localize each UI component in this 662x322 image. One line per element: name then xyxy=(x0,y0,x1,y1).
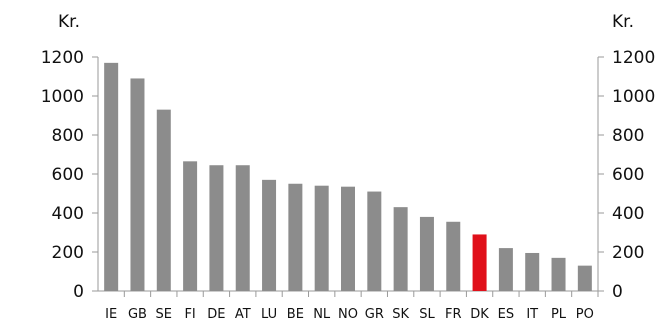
bar-no xyxy=(341,186,355,291)
category-label-nl: NL xyxy=(313,307,331,322)
category-label-sk: SK xyxy=(392,307,409,322)
right-axis-ticks: 0 200 400 600 800 1000 1200 xyxy=(598,48,655,302)
right-tick-label: 400 xyxy=(612,204,644,224)
bar-fr xyxy=(446,221,461,291)
bar-pl xyxy=(551,257,566,291)
category-label-se: SE xyxy=(156,307,172,322)
right-tick-label: 1000 xyxy=(612,87,655,107)
category-label-fi: FI xyxy=(184,307,195,322)
category-label-de: DE xyxy=(207,307,225,322)
left-tick-label: 1200 xyxy=(41,48,84,68)
category-label-po: PO xyxy=(576,307,594,322)
category-label-it: IT xyxy=(526,307,538,322)
bars-group xyxy=(104,62,592,292)
left-tick-label: 200 xyxy=(52,243,84,263)
category-label-no: NO xyxy=(338,307,358,322)
bar-gr xyxy=(367,191,382,291)
left-axis-unit: Kr. xyxy=(58,12,80,32)
category-label-gb: GB xyxy=(128,307,147,322)
category-label-fr: FR xyxy=(445,307,462,322)
bar-sl xyxy=(419,216,434,291)
bar-at xyxy=(235,165,250,291)
category-label-sl: SL xyxy=(419,307,435,322)
right-tick-label: 800 xyxy=(612,126,644,146)
category-label-pl: PL xyxy=(551,307,567,322)
bar-es xyxy=(498,248,513,291)
category-label-at: AT xyxy=(235,307,251,322)
bar-po xyxy=(577,265,592,291)
right-tick-label: 0 xyxy=(612,282,623,302)
left-tick-label: 400 xyxy=(52,204,84,224)
category-label-es: ES xyxy=(498,307,514,322)
right-tick-label: 600 xyxy=(612,165,644,185)
left-tick-label: 600 xyxy=(52,165,84,185)
category-labels: IE GB SE FI DE AT LU BE NL NO GR SK SL FR DK ES IT PL PO xyxy=(105,291,599,322)
left-tick-label: 1000 xyxy=(41,87,84,107)
bar-fi xyxy=(183,161,198,291)
left-axis-ticks: 0 200 400 600 800 1000 1200 xyxy=(41,48,98,302)
bar-lu xyxy=(262,179,277,291)
bar-nl xyxy=(314,185,329,291)
category-label-lu: LU xyxy=(261,307,277,322)
bar-gb xyxy=(130,78,145,291)
bar-se xyxy=(156,109,171,292)
category-label-dk: DK xyxy=(470,307,489,322)
category-label-be: BE xyxy=(287,307,304,322)
bar-de xyxy=(209,165,224,291)
bar-ie xyxy=(104,62,119,291)
left-tick-label: 0 xyxy=(73,282,84,302)
category-label-gr: GR xyxy=(365,307,384,322)
bar-sk xyxy=(393,207,408,291)
left-tick-label: 800 xyxy=(52,126,84,146)
bar-dk xyxy=(472,234,487,291)
right-tick-label: 200 xyxy=(612,243,644,263)
bar-it xyxy=(525,252,540,291)
bar-be xyxy=(288,183,303,291)
category-label-ie: IE xyxy=(105,307,117,322)
right-axis-unit: Kr. xyxy=(612,12,634,32)
right-tick-label: 1200 xyxy=(612,48,655,68)
